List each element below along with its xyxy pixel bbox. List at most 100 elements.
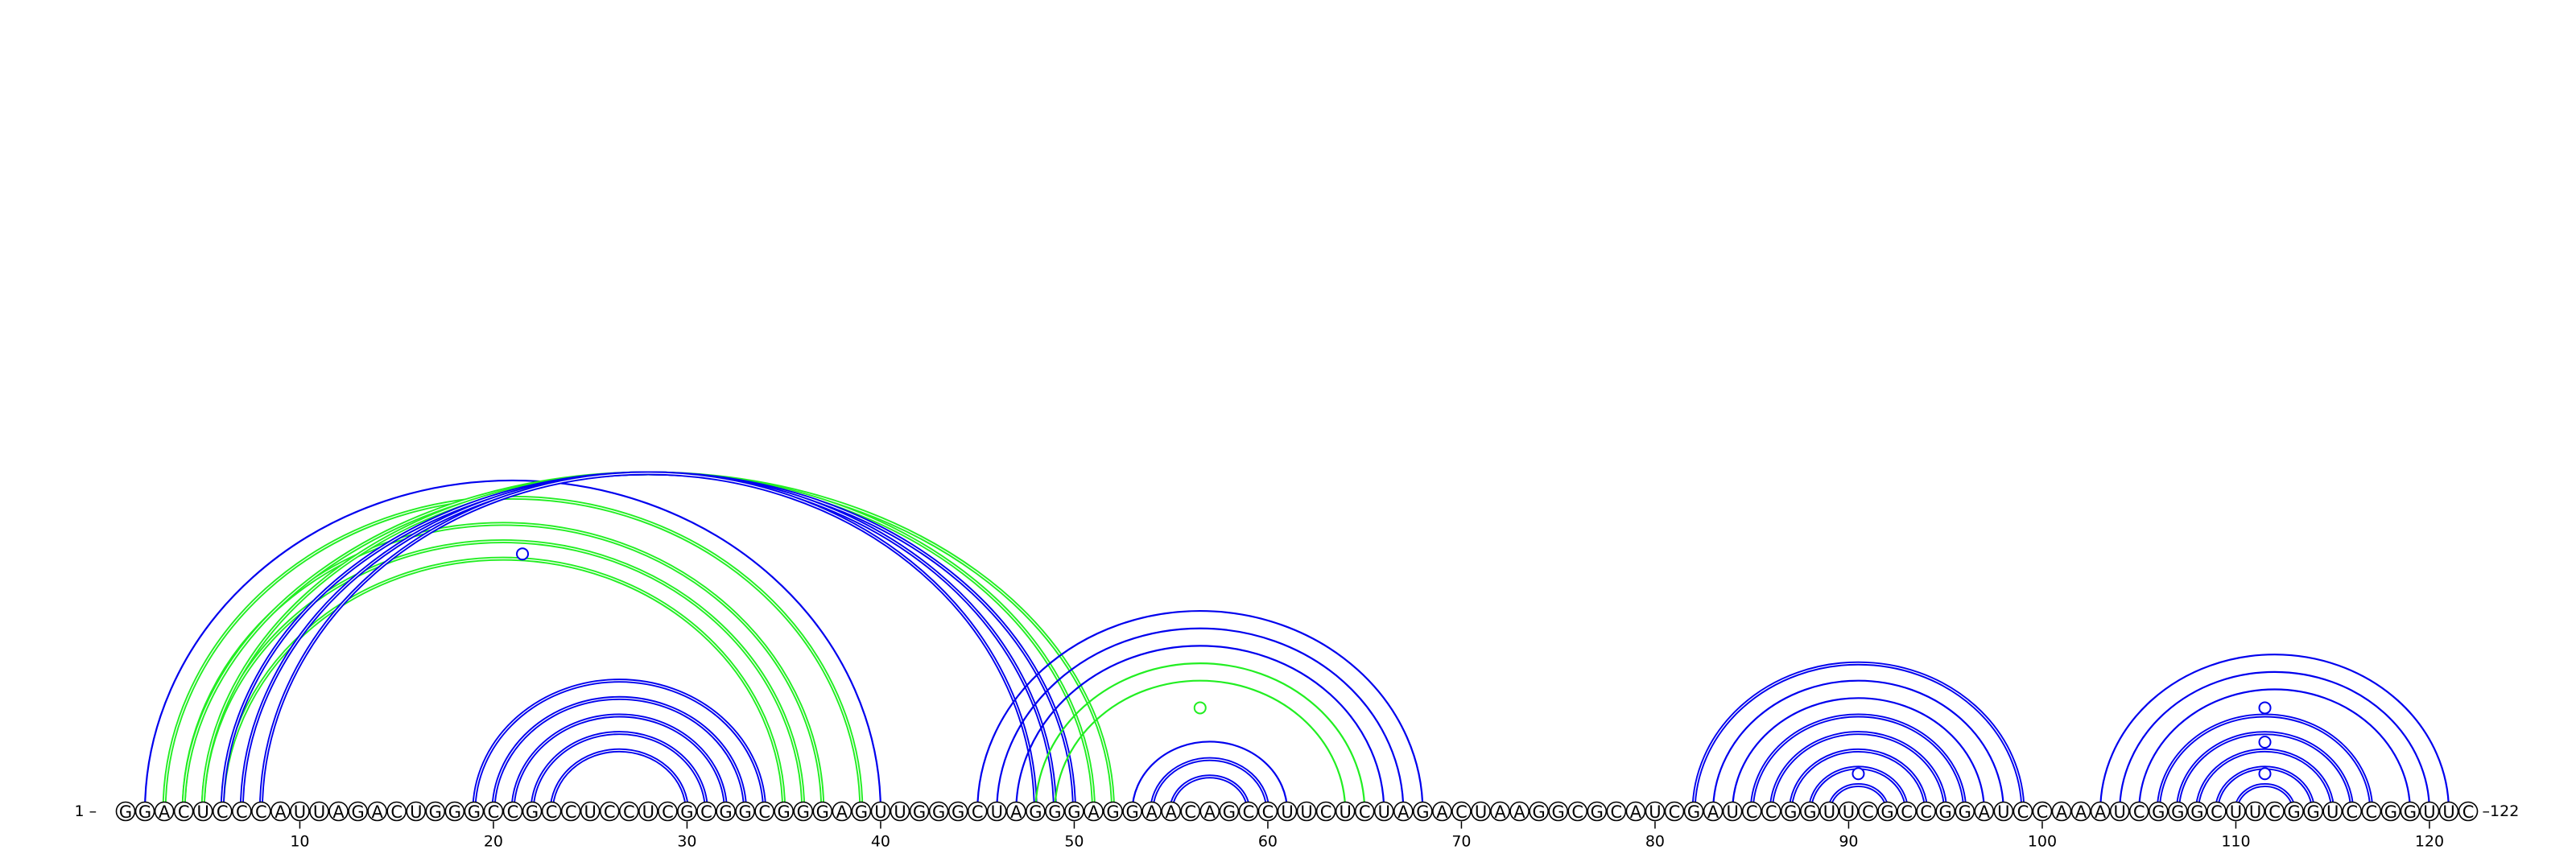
nucleotide-circle-112 — [2264, 801, 2285, 822]
pair-arc-53-61 — [1131, 740, 1289, 812]
nucleotide-circle-114 — [2303, 801, 2323, 822]
nucleotide-circle-105 — [2128, 801, 2149, 822]
nucleotide-circle-1 — [115, 801, 136, 822]
nucleotide-29: C — [662, 802, 674, 822]
nucleotide-circle-64 — [1335, 801, 1356, 822]
nucleotide-46: U — [991, 802, 1003, 822]
nucleotide-circle-44 — [947, 801, 968, 822]
nucleotide-20: C — [488, 802, 500, 822]
nucleotide-circle-69 — [1432, 801, 1452, 822]
nucleotide-57: A — [1204, 802, 1216, 822]
nucleotide-10: U — [294, 802, 306, 822]
tick-label-30: 30 — [677, 833, 696, 851]
nucleotide-58: G — [1223, 802, 1236, 822]
nucleotide-116: C — [2346, 802, 2358, 822]
nucleotide-25: U — [584, 802, 597, 822]
nucleotide-circle-88 — [1800, 801, 1820, 822]
nucleotide-circle-59 — [1238, 801, 1259, 822]
nucleotide-circle-7 — [231, 801, 252, 822]
arc-marker-4 — [2258, 736, 2272, 749]
nucleotide-80: U — [1649, 802, 1661, 822]
nucleotide-circle-75 — [1548, 801, 1568, 822]
nucleotide-42: G — [913, 802, 926, 822]
nucleotide-50: G — [1067, 802, 1080, 822]
nucleotide-circle-117 — [2361, 801, 2382, 822]
nucleotide-23: C — [546, 802, 558, 822]
nucleotide-121: U — [2442, 802, 2454, 822]
nucleotide-circle-100 — [2032, 801, 2053, 822]
tick-label-110: 110 — [2221, 833, 2250, 851]
nucleotide-circle-5 — [192, 801, 213, 822]
pair-arc-gap-110-113 — [2235, 785, 2295, 812]
nucleotide-circle-120 — [2419, 801, 2440, 822]
nucleotide-circle-119 — [2400, 801, 2421, 822]
nucleotide-108: G — [2190, 802, 2203, 822]
nucleotide-49: G — [1048, 802, 1061, 822]
nucleotide-70: C — [1455, 802, 1468, 822]
nucleotide-circle-68 — [1413, 801, 1433, 822]
ticks-layer: 10 20 30 40 50 60 70 80 90 100 110 120 — [290, 821, 2444, 851]
pair-arc-gap-22-31 — [531, 732, 708, 812]
nucleotide-48: G — [1029, 802, 1042, 822]
nucleotide-56: C — [1184, 802, 1196, 822]
nucleotide-75: G — [1552, 802, 1565, 822]
nucleotide-circle-3 — [154, 801, 175, 822]
nucleotide-circle-9 — [270, 801, 291, 822]
nucleotide-circle-39 — [851, 801, 872, 822]
nucleotide-circle-40 — [870, 801, 891, 822]
nucleotide-circle-86 — [1761, 801, 1781, 822]
nucleotide-circle-52 — [1103, 801, 1123, 822]
nucleotide-circle-92 — [1877, 801, 1897, 822]
nucleotide-21: C — [507, 802, 519, 822]
nucleotide-91: C — [1862, 802, 1874, 822]
nucleotide-86: C — [1765, 802, 1777, 822]
nucleotide-circle-45 — [967, 801, 988, 822]
nucleotide-circle-95 — [1935, 801, 1955, 822]
tick-label-70: 70 — [1451, 833, 1471, 851]
nucleotide-13: G — [351, 802, 364, 822]
nucleotide-110: U — [2230, 802, 2242, 822]
nucleotide-circle-6 — [212, 801, 233, 822]
pair-arc-gap-87-94 — [1790, 749, 1927, 812]
nucleotide-circle-104 — [2109, 801, 2130, 822]
pair-arc-gap-6-35 — [221, 558, 785, 812]
nucleotide-17: G — [429, 802, 442, 822]
nucleotide-45: C — [972, 802, 984, 822]
nucleotide-circle-106 — [2148, 801, 2169, 822]
nucleotide-22: G — [526, 802, 539, 822]
nucleotide-62: U — [1300, 802, 1312, 822]
pair-arc-49-64 — [1054, 679, 1347, 812]
nucleotide-circle-96 — [1955, 801, 1975, 822]
nucleotide-circle-32 — [716, 801, 736, 822]
nucleotide-circle-70 — [1451, 801, 1472, 822]
pair-arc-gap-55-59 — [1170, 776, 1249, 812]
nucleotide-28: U — [642, 802, 654, 822]
nucleotide-85: C — [1746, 802, 1758, 822]
nucleotide-84: U — [1726, 802, 1738, 822]
nucleotide-circle-31 — [696, 801, 716, 822]
nucleotide-circle-14 — [367, 801, 387, 822]
nucleotide-circle-115 — [2322, 801, 2343, 822]
nucleotide-circle-81 — [1664, 801, 1685, 822]
nucleotide-98: U — [1997, 802, 2009, 822]
nucleotide-100: C — [2037, 802, 2049, 822]
nucleotide-7: C — [236, 802, 248, 822]
nucleotide-circle-21 — [502, 801, 523, 822]
nucleotide-32: G — [719, 802, 732, 822]
pair-arc-104-120 — [2119, 670, 2431, 812]
tick-label-60: 60 — [1258, 833, 1278, 851]
nucleotide-97: A — [1979, 802, 1991, 822]
nucleotide-circle-42 — [909, 801, 930, 822]
nucleotide-circle-25 — [580, 801, 601, 822]
nucleotide-83: A — [1707, 802, 1719, 822]
nucleotide-119: G — [2404, 802, 2417, 822]
nucleotide-77: G — [1591, 802, 1604, 822]
nucleotide-65: C — [1359, 802, 1371, 822]
tick-label-50: 50 — [1064, 833, 1084, 851]
nucleotide-27: C — [623, 802, 635, 822]
nucleotide-37: G — [816, 802, 829, 822]
nucleotide-circle-53 — [1122, 801, 1142, 822]
nucleotide-88: G — [1803, 802, 1816, 822]
pair-arc-gap-5-36 — [202, 540, 804, 812]
